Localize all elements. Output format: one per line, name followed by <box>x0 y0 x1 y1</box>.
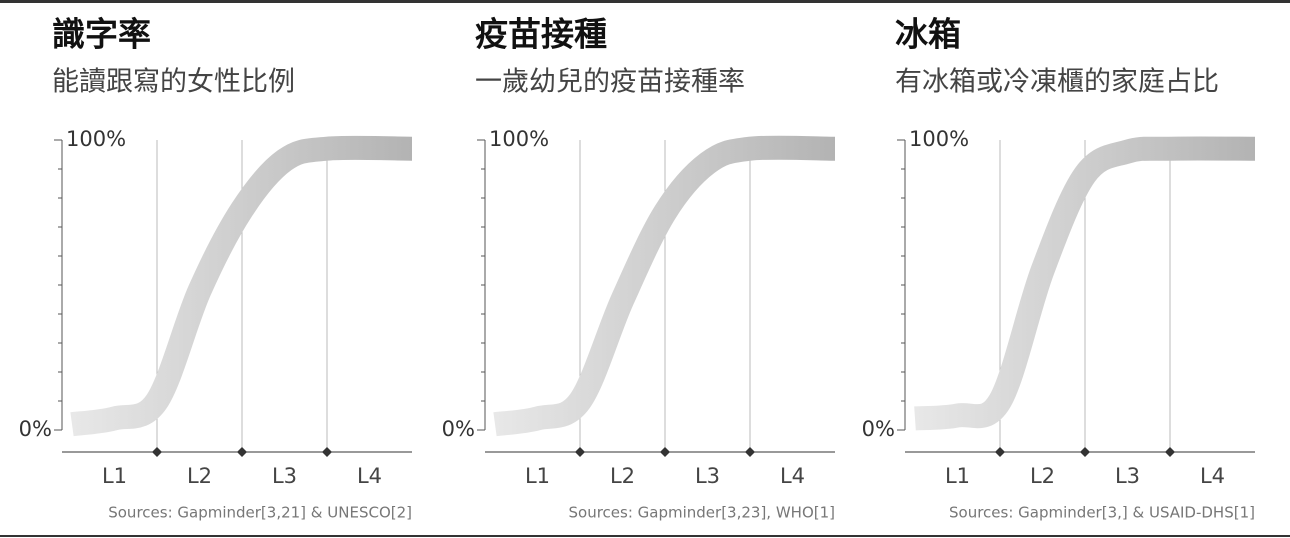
level-diamond <box>745 447 755 457</box>
level-label: L1 <box>102 464 127 488</box>
source: Sources: Gapminder[3,23], WHO[1] <box>569 504 836 522</box>
y-tick-label: 0% <box>19 417 52 441</box>
level-label: L4 <box>357 464 382 488</box>
chart-title: 冰箱 <box>895 15 961 54</box>
level-label: L2 <box>1030 464 1055 488</box>
level-label: L3 <box>272 464 297 488</box>
curve <box>914 136 1256 431</box>
level-diamond <box>152 447 162 457</box>
level-diamond <box>237 447 247 457</box>
chart-title: 識字率 <box>52 15 151 54</box>
level-label: L1 <box>945 464 970 488</box>
level-label: L4 <box>780 464 805 488</box>
source: Sources: Gapminder[3,] & USAID-DHS[1] <box>949 504 1255 522</box>
y-tick-label: 0% <box>442 417 475 441</box>
y-tick-label: 100% <box>66 127 126 151</box>
y-tick-label: 100% <box>909 127 969 151</box>
level-label: L3 <box>695 464 720 488</box>
level-label: L3 <box>1115 464 1140 488</box>
chart-title: 疫苗接種 <box>475 15 607 54</box>
level-diamond <box>575 447 585 457</box>
level-diamond <box>1165 447 1175 457</box>
top-border <box>0 0 1290 3</box>
chart-subtitle: 有冰箱或冷凍櫃的家庭占比 <box>895 67 1219 98</box>
level-label: L4 <box>1200 464 1225 488</box>
y-tick-label: 0% <box>862 417 895 441</box>
source: Sources: Gapminder[3,21] & UNESCO[2] <box>108 504 412 522</box>
chart-subtitle: 一歲幼兒的疫苗接種率 <box>475 67 745 98</box>
chart-subtitle: 能讀跟寫的女性比例 <box>52 67 295 98</box>
bottom-border <box>0 535 1290 537</box>
level-label: L2 <box>187 464 212 488</box>
y-tick-label: 100% <box>489 127 549 151</box>
level-diamond <box>995 447 1005 457</box>
level-label: L1 <box>525 464 550 488</box>
level-diamond <box>660 447 670 457</box>
curve <box>70 135 413 437</box>
level-diamond <box>322 447 332 457</box>
level-label: L2 <box>610 464 635 488</box>
level-diamond <box>1080 447 1090 457</box>
curve <box>493 135 836 437</box>
